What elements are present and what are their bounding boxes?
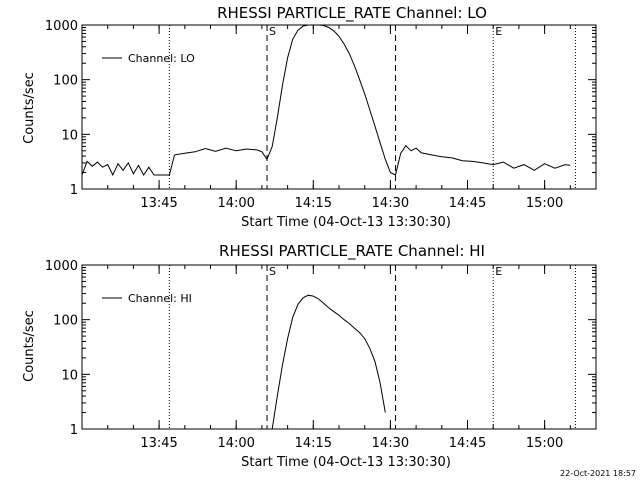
y-tick-label: 100 (53, 74, 78, 89)
x-tick-label: 15:00 (526, 196, 563, 211)
x-tick-label: 13:45 (140, 196, 177, 211)
legend-label: Channel: HI (128, 292, 192, 305)
marker-label: E (495, 25, 502, 38)
marker-label: E (495, 265, 502, 278)
plot-area: 1 10 100 1000 13:45 14:00 14:15 14:30 14:45 15:00… (45, 19, 597, 211)
y-tick-label: 100 (53, 314, 78, 329)
y-tick-label: 1000 (45, 259, 78, 274)
x-tick-label: 15:00 (526, 436, 563, 451)
plot-frame (81, 264, 597, 430)
panel-hi: RHESSI PARTICLE_RATE Channel: HI Counts/… (22, 242, 597, 470)
x-tick-label: 14:45 (449, 436, 486, 451)
chart-title: RHESSI PARTICLE_RATE Channel: LO (217, 4, 487, 23)
marker-label: S (269, 265, 276, 278)
legend: Channel: HI (102, 292, 192, 305)
x-tick-label: 13:45 (140, 436, 177, 451)
y-tick-label: 1000 (45, 19, 78, 34)
y-axis-label: Counts/sec (22, 310, 37, 382)
x-tick-label: 14:15 (295, 436, 332, 451)
x-tick-label: 14:30 (372, 196, 409, 211)
x-tick-label: 14:00 (217, 436, 254, 451)
y-axis-label: Counts/sec (22, 72, 37, 144)
plot-frame (81, 24, 597, 190)
y-tick-label: 10 (61, 368, 78, 383)
x-axis-label: Start Time (04-Oct-13 13:30:30) (241, 455, 451, 470)
series-line (81, 24, 571, 177)
y-tick-label: 1 (70, 183, 78, 198)
panel-lo: RHESSI PARTICLE_RATE Channel: LO Counts/… (22, 4, 597, 230)
footer-timestamp: 22-Oct-2021 18:57 (560, 469, 636, 478)
chart-title: RHESSI PARTICLE_RATE Channel: HI (219, 242, 485, 261)
x-tick-label: 14:15 (295, 196, 332, 211)
y-tick-label: 1 (70, 423, 78, 438)
legend-label: Channel: LO (128, 52, 195, 65)
plot-area: 1 10 100 1000 13:45 14:00 14:15 14:30 14:45 15:00… (45, 259, 597, 451)
series-line (271, 294, 386, 430)
x-tick-label: 14:30 (372, 436, 409, 451)
x-tick-label: 14:00 (217, 196, 254, 211)
x-axis-label: Start Time (04-Oct-13 13:30:30) (241, 215, 451, 230)
marker-label: S (269, 25, 276, 38)
y-tick-label: 10 (61, 128, 78, 143)
legend: Channel: LO (102, 52, 195, 65)
x-tick-label: 14:45 (449, 196, 486, 211)
